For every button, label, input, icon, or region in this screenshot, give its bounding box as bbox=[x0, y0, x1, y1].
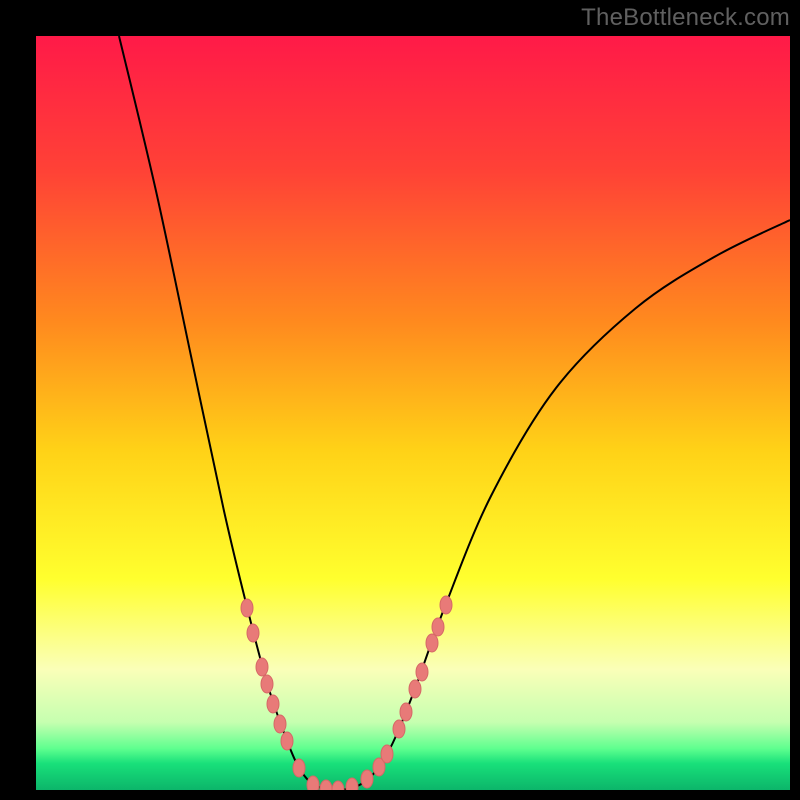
highlight-dot bbox=[361, 770, 373, 788]
highlight-dot bbox=[409, 680, 421, 698]
highlight-dot bbox=[281, 732, 293, 750]
chart-frame: TheBottleneck.com bbox=[0, 0, 800, 800]
highlight-dot bbox=[432, 618, 444, 636]
highlight-dot bbox=[247, 624, 259, 642]
highlight-dot bbox=[307, 776, 319, 794]
curve-layer bbox=[0, 0, 800, 800]
highlight-dot bbox=[426, 634, 438, 652]
highlight-dot bbox=[416, 663, 428, 681]
highlight-dot bbox=[293, 759, 305, 777]
highlight-dot bbox=[261, 675, 273, 693]
highlight-dot bbox=[320, 780, 332, 798]
highlight-dot bbox=[393, 720, 405, 738]
highlight-dot bbox=[256, 658, 268, 676]
watermark-text: TheBottleneck.com bbox=[581, 4, 790, 32]
bottleneck-curve bbox=[119, 36, 790, 790]
highlight-dot bbox=[241, 599, 253, 617]
highlight-dot bbox=[440, 596, 452, 614]
highlight-dot bbox=[381, 745, 393, 763]
highlight-dot bbox=[332, 781, 344, 799]
highlight-dot bbox=[400, 703, 412, 721]
highlight-dot bbox=[267, 695, 279, 713]
highlight-dot bbox=[346, 778, 358, 796]
highlight-dot bbox=[274, 715, 286, 733]
